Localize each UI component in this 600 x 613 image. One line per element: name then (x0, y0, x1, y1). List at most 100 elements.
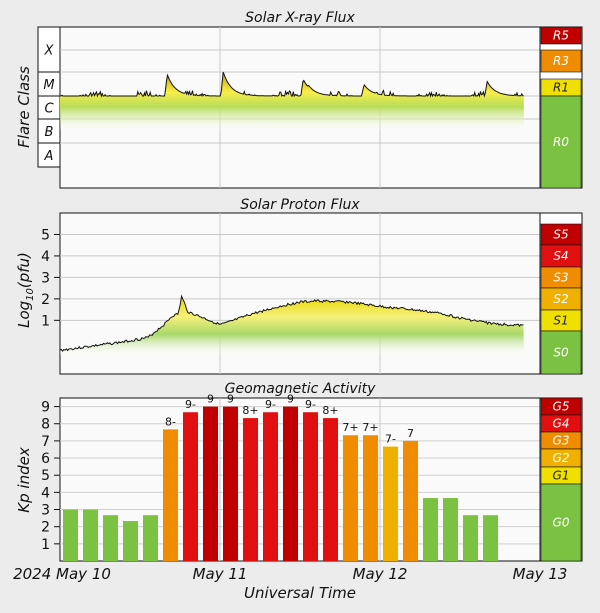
scale-label: S5 (553, 228, 568, 242)
y-tick-label: 8 (41, 417, 50, 433)
kp-bar (363, 435, 378, 561)
kp-title: Geomagnetic Activity (225, 381, 376, 397)
kp-bar-label: 7- (385, 433, 396, 446)
kp-bar (463, 515, 478, 561)
scale-label: G2 (553, 451, 570, 465)
scale-label: G3 (553, 434, 570, 448)
scale-label: R3 (553, 54, 569, 68)
kp-geomagnetic-storm-scale: G5 G4 G3 G2 G1 G0 (539, 397, 583, 562)
scale-label: S1 (553, 314, 568, 328)
scale-label: G4 (553, 417, 570, 431)
kp-bar (63, 509, 78, 561)
y-tick-label: 9 (41, 400, 50, 416)
y-tick-label: 4 (41, 485, 50, 501)
kp-panel: Geomagnetic Activity Kp index 123456789 … (15, 381, 583, 562)
proton-ylabel: Log10(pfu) (15, 252, 36, 328)
kp-bar-label: 7+ (362, 421, 378, 434)
y-tick-label: 6 (41, 451, 50, 467)
kp-bar-label: 7 (407, 427, 414, 440)
class-label: X (44, 44, 55, 59)
y-tick-label: 2 (41, 520, 50, 536)
kp-bar-label: 9 (227, 393, 234, 406)
kp-bar-label: 8+ (242, 404, 258, 417)
scale-label: R5 (553, 29, 569, 43)
kp-bar-label: 9- (185, 398, 196, 411)
kp-bar (303, 412, 318, 561)
kp-bar (323, 418, 338, 561)
scale-label: S3 (553, 271, 568, 285)
scale-label: R0 (553, 135, 569, 149)
scale-label: R1 (553, 81, 569, 95)
kp-bar (103, 515, 118, 561)
kp-bar (423, 498, 438, 561)
scale-level-s0 (540, 330, 582, 375)
kp-bar (143, 515, 158, 561)
xray-ylabel: Flare Class (15, 66, 33, 148)
kp-bar-label: 8- (165, 415, 176, 428)
x-tick-label: May 11 (193, 565, 248, 583)
scale-label: G0 (553, 516, 570, 530)
kp-plot-area (59, 397, 541, 562)
kp-bar (183, 412, 198, 561)
kp-bar (403, 440, 418, 561)
kp-bar-label: 9 (207, 393, 214, 406)
y-tick-label: 3 (41, 270, 50, 286)
kp-bar (163, 429, 178, 561)
class-label: A (44, 149, 54, 164)
xray-radio-blackout-scale: R5 R3 R1 R0 (539, 26, 583, 189)
class-label: B (45, 125, 54, 140)
proton-radiation-storm-scale: S5 S4 S3 S2 S1 S0 (539, 212, 583, 375)
kp-bar (383, 446, 398, 561)
x-axis: 2024 May 10 May 11 May 12 May 13 Univers… (13, 565, 567, 602)
x-axis-label: Universal Time (244, 584, 356, 602)
scale-label: S0 (553, 346, 569, 360)
kp-bar (203, 406, 218, 561)
svg-text:Log10(pfu): Log10(pfu) (15, 252, 36, 328)
xray-flux-line (60, 71, 524, 98)
kp-bar (483, 515, 498, 561)
scale-label: S2 (553, 292, 568, 306)
kp-bar-label: 9- (305, 398, 316, 411)
y-tick-label: 7 (41, 434, 50, 450)
scale-level-g0 (540, 483, 582, 562)
scale-level-r5 (540, 26, 582, 45)
proton-title: Solar Proton Flux (240, 197, 360, 213)
kp-bar-label: 7+ (342, 421, 358, 434)
x-tick-label: 2024 May 10 (13, 565, 111, 583)
kp-bar (443, 498, 458, 561)
xray-flux-area (60, 72, 524, 130)
kp-bar (263, 412, 278, 561)
y-tick-label: 3 (41, 503, 50, 519)
xray-title: Solar X-ray Flux (245, 10, 355, 26)
y-tick-label: 1 (41, 537, 50, 553)
proton-flux-area (60, 296, 524, 355)
kp-grid (60, 398, 540, 561)
scale-level-r0 (540, 95, 582, 189)
kp-bar (243, 418, 258, 561)
proton-y-ticks: 1 2 3 4 5 (41, 227, 60, 329)
scale-level-r3 (540, 49, 582, 73)
kp-bar (343, 435, 358, 561)
kp-bars: 8-9- 9 98+ 9- 9 9- 8+7+ 7+7- 7 (63, 393, 498, 561)
kp-bar (83, 509, 98, 561)
x-tick-label: May 13 (513, 565, 568, 583)
y-tick-label: 5 (41, 468, 50, 484)
kp-bar (283, 406, 298, 561)
scale-label: G1 (553, 469, 570, 483)
kp-bar-label: 9- (265, 398, 276, 411)
class-box (37, 142, 61, 168)
kp-bar (123, 521, 138, 561)
class-label: M (43, 78, 54, 93)
y-tick-label: 1 (41, 313, 50, 329)
x-tick-label: May 12 (353, 565, 408, 583)
y-tick-label: 2 (41, 292, 50, 308)
kp-bar-label: 9 (287, 393, 294, 406)
kp-bar-label: 8+ (322, 404, 338, 417)
y-tick-label: 5 (41, 227, 50, 243)
